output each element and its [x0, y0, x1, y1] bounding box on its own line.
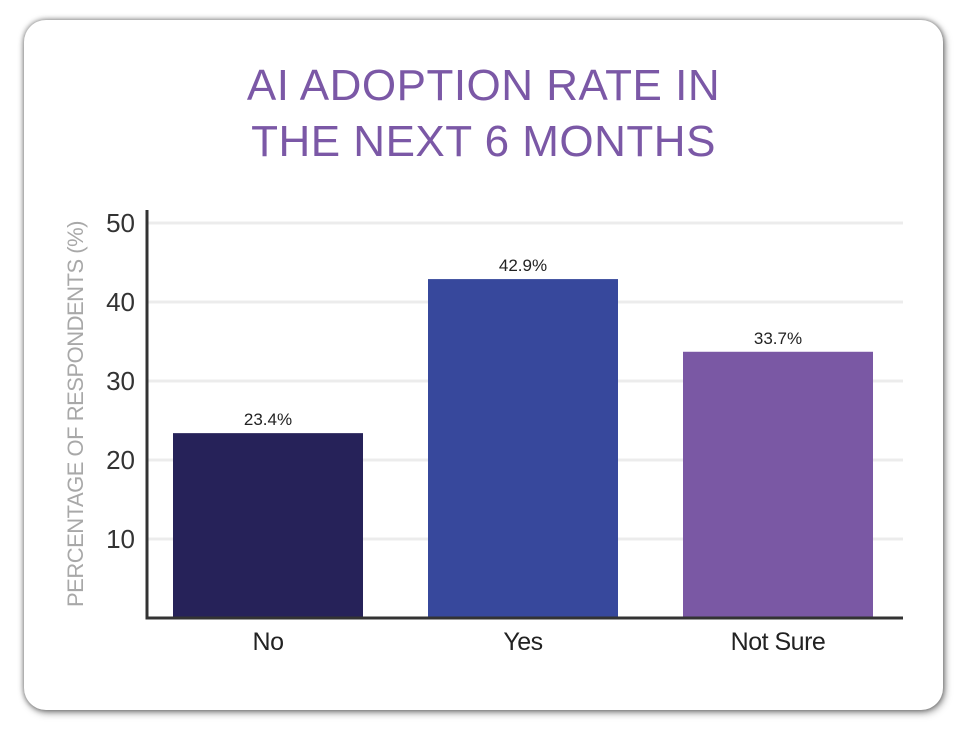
bar-not-sure	[683, 351, 873, 618]
x-tick-label-yes: Yes	[503, 628, 542, 656]
chart-title-line-1: AI ADOPTION RATE IN	[246, 61, 721, 110]
y-tick-label-40: 40	[106, 287, 135, 317]
data-label-yes: 42.9%	[499, 256, 547, 275]
x-tick-label-not-sure: Not Sure	[731, 628, 826, 656]
chart-title-line-2: THE NEXT 6 MONTHS	[251, 117, 716, 166]
y-tick-label-50: 50	[106, 208, 135, 238]
data-label-not-sure: 33.7%	[754, 329, 802, 348]
chart-title: AI ADOPTION RATE IN THE NEXT 6 MONTHS	[24, 58, 943, 170]
bar-no	[173, 433, 363, 618]
x-tick-label-no: No	[253, 628, 284, 656]
y-tick-label-20: 20	[106, 445, 135, 475]
bar-yes	[428, 279, 618, 618]
y-tick-label-30: 30	[106, 366, 135, 396]
y-tick-label-10: 10	[106, 524, 135, 554]
data-label-no: 23.4%	[244, 410, 292, 429]
